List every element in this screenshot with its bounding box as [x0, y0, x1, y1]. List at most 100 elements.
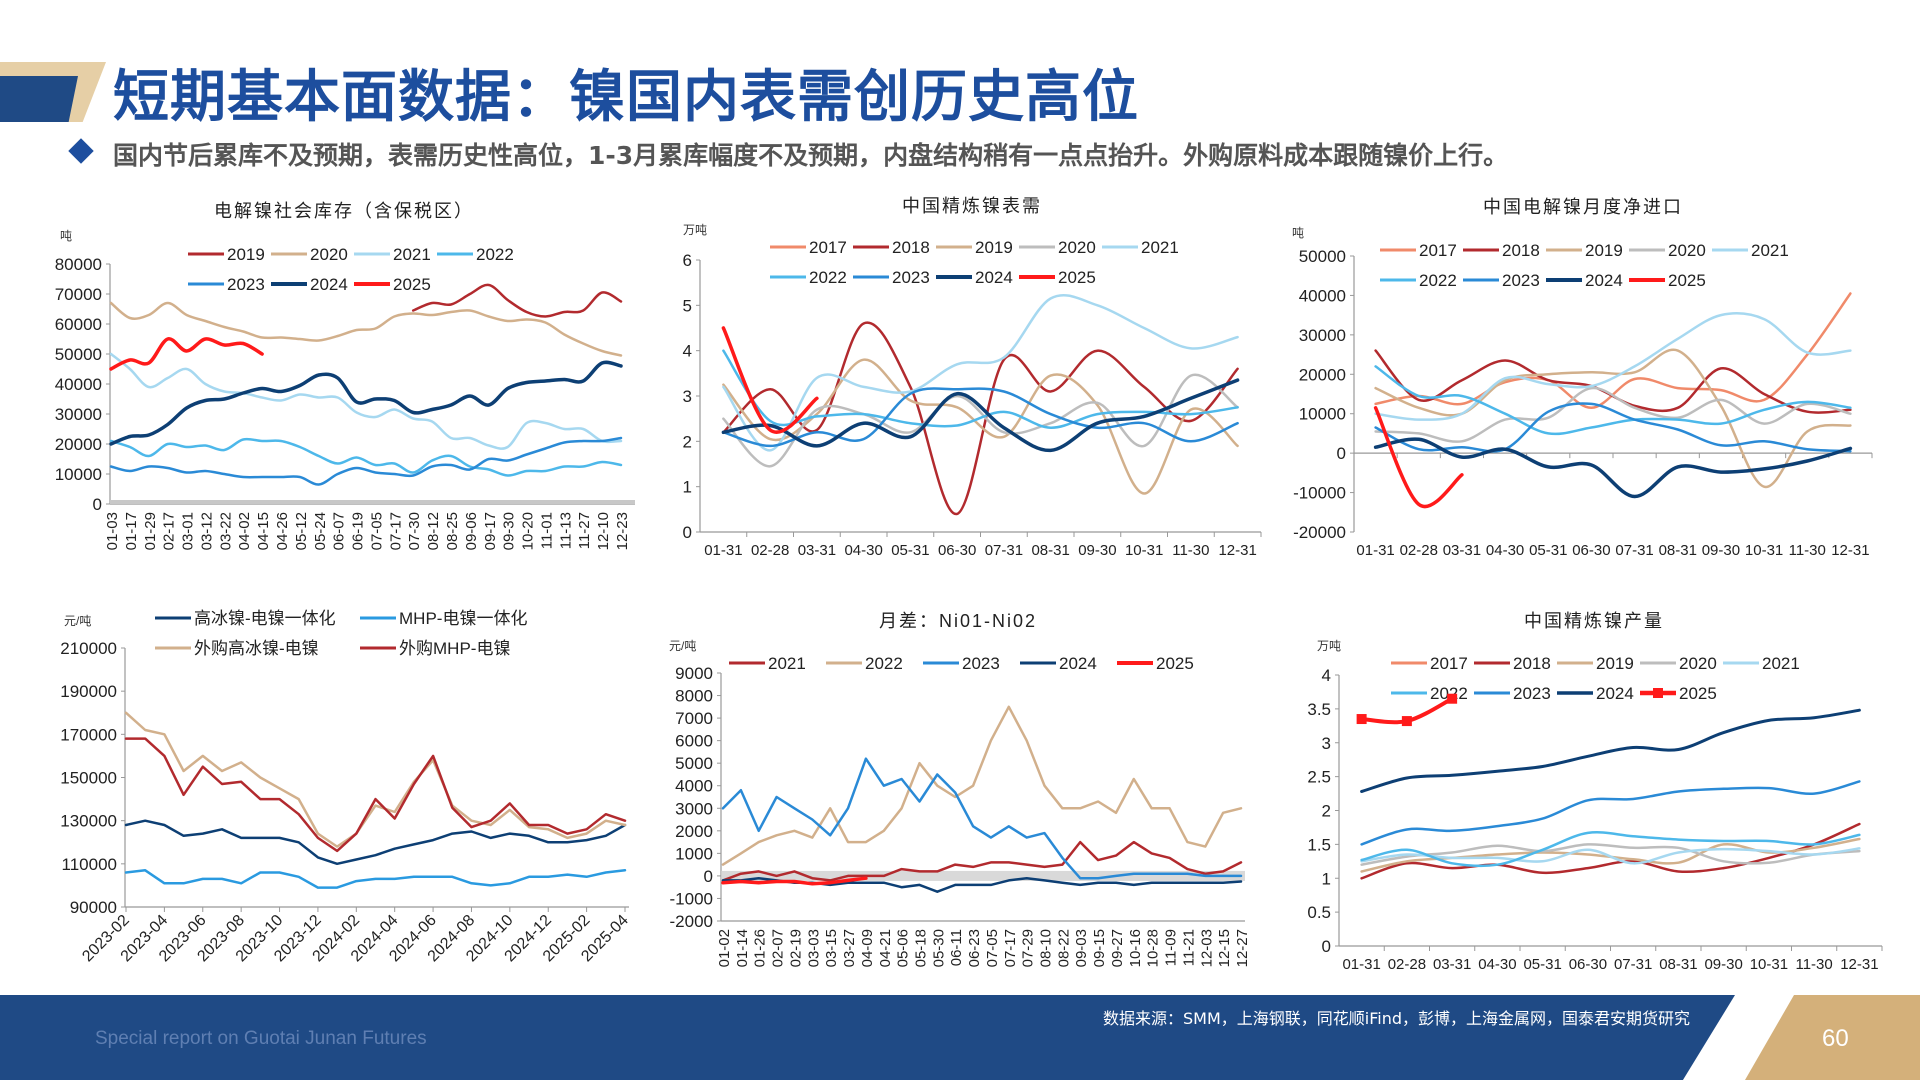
- x-tick-label: 09-15: [1091, 929, 1108, 967]
- series-2019: [411, 283, 623, 318]
- legend-item: 2022: [826, 654, 903, 673]
- x-tick-label: 03-22: [217, 512, 234, 550]
- x-tick-label: 07-05: [368, 512, 385, 550]
- legend-marker: [1653, 688, 1663, 698]
- series-line: [411, 283, 623, 318]
- legend-label: 2017: [1419, 241, 1457, 260]
- y-tick-label: 20000: [55, 435, 102, 454]
- legend-label: 2024: [1059, 654, 1097, 673]
- legend-label: 2025: [1058, 268, 1096, 287]
- x-tick-label: 03-31: [1443, 542, 1481, 559]
- series-2018: [1360, 822, 1861, 880]
- legend-item: 2024: [1546, 271, 1623, 290]
- header-accent-blue: [0, 76, 78, 122]
- x-tick-label: 06-07: [331, 512, 348, 550]
- x-tick-label: 06-30: [1572, 542, 1610, 559]
- y-tick-label: 4000: [675, 777, 713, 796]
- series-2025: [109, 337, 264, 371]
- x-tick-label: 12-23: [614, 512, 631, 550]
- legend-label: 2022: [1419, 271, 1457, 290]
- series-2023: [109, 436, 623, 486]
- y-tick-label: 130000: [60, 812, 117, 831]
- chart-title: 中国精炼镍表需: [902, 196, 1042, 216]
- legend-label: 2020: [1679, 654, 1717, 673]
- x-tick-label: 07-30: [406, 512, 423, 550]
- y-unit-label: 元/吨: [64, 614, 91, 628]
- x-tick-label: 11-30: [1795, 956, 1832, 973]
- series-2024: [1373, 437, 1853, 499]
- x-tick-label: 08-12: [425, 512, 442, 550]
- y-tick-label: 1.5: [1307, 835, 1331, 854]
- y-tick-label: 170000: [60, 725, 117, 744]
- legend-item: 2021: [1712, 241, 1789, 260]
- footer-report-name: Special report on Guotai Junan Futures: [95, 1028, 427, 1049]
- series-2021: [109, 352, 623, 450]
- footer: Special report on Guotai Junan Futures 数…: [0, 995, 1920, 1080]
- x-tick-label: 12-10: [595, 512, 612, 550]
- y-tick-label: 60000: [55, 315, 102, 334]
- series-line: [721, 840, 1243, 882]
- x-tick-label: 07-05: [984, 929, 1001, 967]
- x-tick-label: 02-19: [787, 929, 804, 967]
- page-title: 短期基本面数据：镍国内表需创历史高位: [113, 65, 1139, 130]
- y-tick-label: 2000: [675, 822, 713, 841]
- series-line: [109, 360, 623, 446]
- series-line: [721, 757, 1243, 880]
- legend-item: 2022: [1391, 684, 1468, 703]
- x-tick-label: 02-28: [1388, 956, 1426, 973]
- series-line: [109, 301, 623, 357]
- y-tick-label: 4: [683, 342, 692, 361]
- series-2022: [109, 437, 623, 477]
- x-tick-label: 03-15: [823, 929, 840, 967]
- series-line: [109, 337, 264, 371]
- x-tick-label: 09-17: [482, 512, 499, 550]
- series-外购高冰镍-电镍: [124, 711, 627, 848]
- legend-item: 2022: [437, 245, 514, 264]
- legend-item: 2021: [729, 654, 806, 673]
- series-line: [1374, 312, 1852, 421]
- series-高冰镍-电镍一体化: [124, 819, 627, 866]
- legend-item: 2018: [1474, 654, 1551, 673]
- chart-5: 月差：Ni01-Ni02 元/吨 -2000 -1000 0 1000 2000 3000 40…: [669, 611, 1251, 967]
- x-tick-label: 12-03: [1198, 929, 1215, 967]
- x-tick-label: 11-21: [1180, 929, 1197, 966]
- y-tick-label: 6: [683, 251, 692, 270]
- legend-item: 2020: [1629, 241, 1706, 260]
- y-tick-label: 0.5: [1307, 903, 1331, 922]
- series-line: [124, 737, 627, 853]
- y-tick-label: 7000: [675, 709, 713, 728]
- series-2023: [1374, 402, 1852, 453]
- x-tick-label: 01-31: [1356, 542, 1394, 559]
- x-tick-label: 12-27: [1234, 929, 1251, 967]
- legend-label: 2020: [310, 245, 348, 264]
- legend-label: 2023: [1513, 684, 1551, 703]
- y-tick-label: -1000: [670, 889, 713, 908]
- y-tick-label: 70000: [55, 285, 102, 304]
- series-line: [109, 437, 623, 477]
- legend-label: 2019: [975, 238, 1013, 257]
- x-tick-label: 02-07: [770, 929, 787, 967]
- y-tick-label: 4: [1322, 666, 1331, 685]
- legend-item: 2020: [1640, 654, 1717, 673]
- x-tick-label: 04-09: [859, 929, 876, 967]
- data-source-note: 数据来源：SMM，上海钢联，同花顺iFind，彭博，上海金属网，国泰君安期货研究: [1103, 1009, 1690, 1028]
- chart-4: 元/吨 90000 110000 130000 150000 170000 190000 21…: [60, 609, 632, 965]
- x-tick-label: 01-31: [1342, 956, 1380, 973]
- legend-label: 2018: [892, 238, 930, 257]
- y-tick-label: 40000: [1299, 286, 1346, 305]
- x-tick-label: 06-30: [938, 542, 976, 559]
- y-tick-label: 10000: [1299, 405, 1346, 424]
- series-line: [1360, 847, 1861, 865]
- legend-label: 2024: [1585, 271, 1623, 290]
- y-tick-label: 190000: [60, 682, 117, 701]
- legend-label: 2020: [1668, 241, 1706, 260]
- series-2021: [721, 840, 1243, 882]
- series-line: [1360, 843, 1861, 866]
- legend-label: 2023: [962, 654, 1000, 673]
- x-tick-label: 07-29: [1020, 929, 1037, 967]
- series-2021: [1360, 847, 1861, 865]
- series-2025: [1373, 406, 1464, 509]
- series-2019: [722, 358, 1239, 495]
